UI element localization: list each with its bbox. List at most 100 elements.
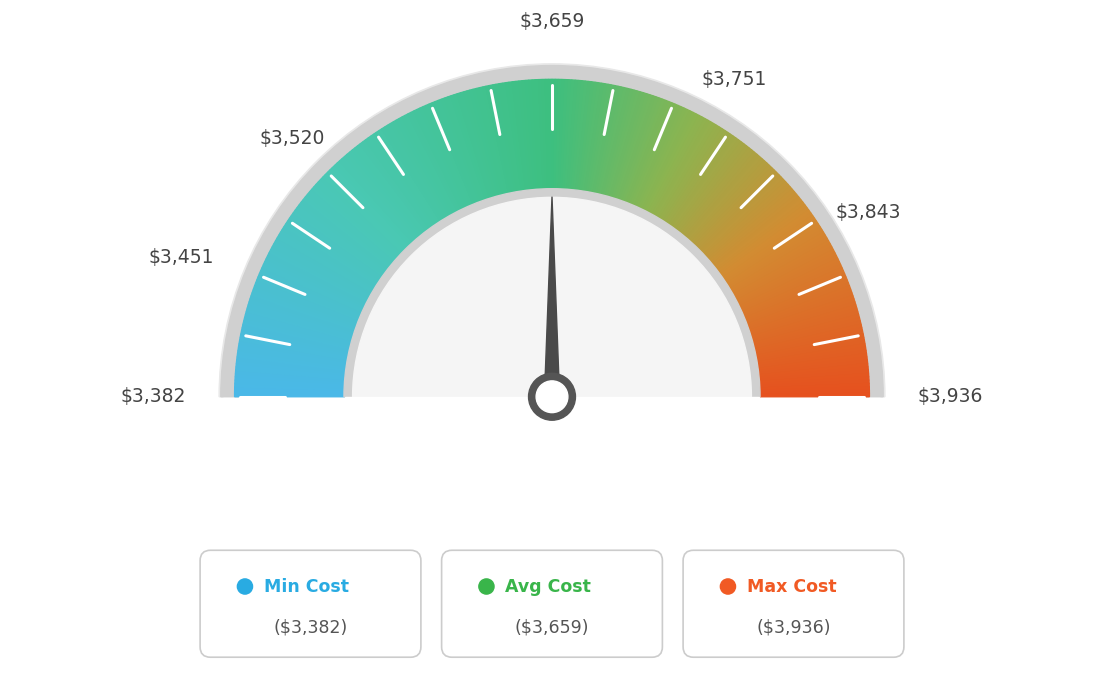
Wedge shape: [582, 83, 602, 193]
Wedge shape: [304, 197, 391, 268]
Wedge shape: [283, 227, 378, 288]
Wedge shape: [749, 295, 853, 333]
Wedge shape: [710, 192, 797, 265]
Wedge shape: [245, 315, 352, 345]
Wedge shape: [476, 88, 505, 196]
Wedge shape: [246, 308, 353, 341]
Wedge shape: [626, 101, 669, 204]
Wedge shape: [745, 283, 849, 324]
Wedge shape: [633, 104, 678, 207]
Wedge shape: [574, 81, 588, 191]
Wedge shape: [549, 79, 552, 190]
Wedge shape: [236, 367, 346, 380]
Wedge shape: [688, 157, 762, 241]
Wedge shape: [252, 293, 357, 331]
Wedge shape: [737, 255, 838, 306]
Wedge shape: [238, 347, 348, 366]
FancyBboxPatch shape: [200, 551, 421, 657]
Wedge shape: [516, 81, 530, 191]
Wedge shape: [269, 250, 369, 303]
Circle shape: [479, 579, 493, 594]
Wedge shape: [628, 101, 672, 205]
Wedge shape: [604, 89, 634, 197]
Wedge shape: [758, 373, 869, 384]
Wedge shape: [376, 130, 439, 224]
Wedge shape: [235, 384, 346, 391]
Wedge shape: [235, 380, 346, 388]
Wedge shape: [689, 159, 764, 243]
Wedge shape: [252, 289, 358, 328]
Wedge shape: [454, 94, 490, 200]
Wedge shape: [684, 152, 757, 239]
Wedge shape: [733, 244, 831, 299]
Wedge shape: [757, 357, 868, 373]
Wedge shape: [352, 197, 752, 397]
Wedge shape: [565, 80, 575, 190]
Wedge shape: [754, 331, 863, 356]
Wedge shape: [238, 344, 348, 364]
Wedge shape: [609, 92, 644, 199]
Text: $3,520: $3,520: [259, 130, 326, 148]
Wedge shape: [435, 101, 478, 204]
Wedge shape: [442, 98, 481, 203]
Wedge shape: [755, 337, 864, 360]
Wedge shape: [757, 364, 868, 377]
Wedge shape: [294, 210, 384, 277]
Wedge shape: [417, 108, 466, 210]
Wedge shape: [650, 117, 705, 215]
Wedge shape: [757, 354, 867, 371]
Wedge shape: [740, 265, 842, 313]
Wedge shape: [723, 218, 816, 282]
Wedge shape: [258, 274, 361, 319]
Wedge shape: [758, 377, 869, 386]
Wedge shape: [267, 253, 368, 305]
Wedge shape: [734, 247, 834, 301]
Wedge shape: [746, 286, 851, 326]
Wedge shape: [328, 170, 407, 250]
Wedge shape: [284, 224, 379, 286]
Wedge shape: [720, 210, 810, 277]
Wedge shape: [365, 138, 432, 229]
Wedge shape: [535, 79, 543, 190]
Wedge shape: [643, 111, 693, 211]
Circle shape: [720, 579, 735, 594]
Wedge shape: [591, 85, 615, 194]
Wedge shape: [342, 157, 416, 241]
Wedge shape: [740, 262, 840, 310]
Wedge shape: [360, 142, 428, 232]
Wedge shape: [752, 315, 859, 345]
Wedge shape: [758, 393, 870, 397]
Wedge shape: [612, 93, 647, 199]
Wedge shape: [593, 86, 618, 195]
Wedge shape: [314, 184, 399, 260]
Wedge shape: [385, 126, 445, 221]
Wedge shape: [330, 168, 408, 249]
Wedge shape: [447, 96, 486, 201]
Wedge shape: [363, 140, 431, 230]
Wedge shape: [241, 331, 350, 356]
Wedge shape: [586, 83, 608, 193]
Wedge shape: [752, 311, 859, 343]
Wedge shape: [696, 168, 774, 249]
Wedge shape: [716, 205, 807, 273]
Wedge shape: [350, 150, 422, 237]
Wedge shape: [690, 161, 767, 244]
Wedge shape: [288, 218, 381, 282]
Wedge shape: [709, 189, 795, 263]
Wedge shape: [489, 85, 513, 194]
Wedge shape: [677, 144, 746, 233]
Wedge shape: [261, 268, 363, 315]
Wedge shape: [414, 110, 464, 210]
Wedge shape: [735, 250, 835, 303]
Wedge shape: [620, 97, 659, 202]
Wedge shape: [742, 270, 845, 317]
Wedge shape: [680, 148, 752, 236]
Polygon shape: [544, 197, 560, 397]
Wedge shape: [407, 112, 460, 213]
Wedge shape: [744, 280, 848, 322]
Wedge shape: [388, 124, 447, 219]
Wedge shape: [464, 91, 497, 198]
Wedge shape: [344, 155, 418, 240]
Polygon shape: [344, 397, 760, 569]
Wedge shape: [730, 235, 827, 293]
